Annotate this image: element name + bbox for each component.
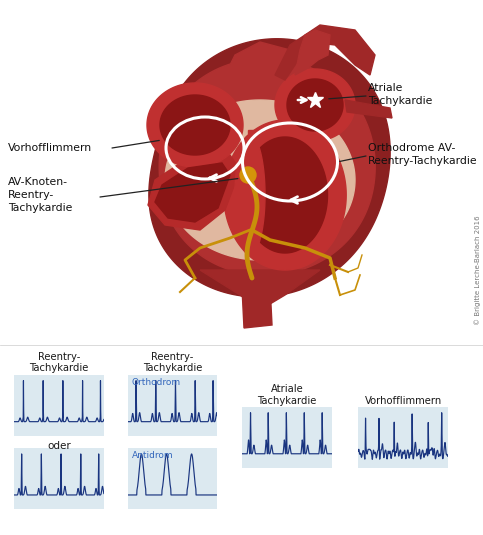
- Polygon shape: [242, 137, 327, 253]
- Text: Antidrom: Antidrom: [131, 451, 173, 460]
- Polygon shape: [200, 270, 320, 310]
- Text: Reentry-Tachykardie: Reentry-Tachykardie: [368, 156, 478, 166]
- Text: Vorhofflimmern: Vorhofflimmern: [365, 395, 441, 406]
- Circle shape: [240, 167, 256, 183]
- Text: oder: oder: [47, 441, 71, 450]
- Text: © Brigitte Lerche-Barlach 2016: © Brigitte Lerche-Barlach 2016: [475, 215, 482, 325]
- Polygon shape: [165, 100, 355, 260]
- Polygon shape: [248, 130, 268, 160]
- Polygon shape: [147, 83, 243, 167]
- Polygon shape: [159, 59, 375, 276]
- Text: Reentry-
Tachykardie: Reentry- Tachykardie: [143, 352, 202, 373]
- Text: Reentry-
Tachykardie: Reentry- Tachykardie: [29, 352, 89, 373]
- Text: Orthodrom: Orthodrom: [131, 378, 181, 387]
- Polygon shape: [149, 39, 390, 297]
- Polygon shape: [287, 79, 343, 131]
- Text: Tachykardie: Tachykardie: [8, 203, 72, 213]
- Polygon shape: [224, 120, 346, 270]
- Polygon shape: [160, 95, 230, 155]
- Polygon shape: [235, 135, 265, 255]
- Text: Vorhofflimmern: Vorhofflimmern: [8, 143, 92, 153]
- Polygon shape: [220, 42, 290, 85]
- Polygon shape: [148, 155, 240, 230]
- Text: Orthodrome AV-: Orthodrome AV-: [368, 143, 455, 153]
- Polygon shape: [242, 285, 272, 328]
- Polygon shape: [275, 25, 375, 80]
- Text: Tachykardie: Tachykardie: [368, 96, 432, 106]
- Polygon shape: [155, 163, 230, 222]
- Polygon shape: [295, 30, 330, 75]
- Text: Atriale
Tachykardie: Atriale Tachykardie: [257, 384, 317, 406]
- Text: Reentry-: Reentry-: [8, 190, 54, 200]
- Text: AV-Knoten-: AV-Knoten-: [8, 177, 68, 187]
- Polygon shape: [345, 100, 392, 118]
- Text: Atriale: Atriale: [368, 83, 403, 93]
- Polygon shape: [275, 69, 355, 141]
